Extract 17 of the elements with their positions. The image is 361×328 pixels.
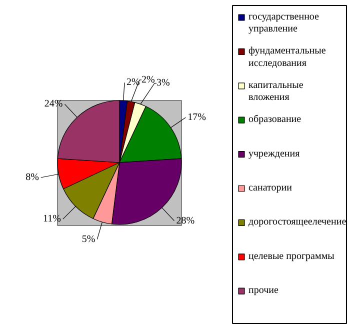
legend-label: прочие <box>248 285 279 296</box>
legend-label: дорогостоящеелечение <box>248 216 347 228</box>
data-label: 2% <box>142 74 155 86</box>
data-label: 28% <box>176 215 195 226</box>
data-label: 8% <box>26 172 39 183</box>
data-label: 24% <box>44 98 63 110</box>
data-label: 3% <box>156 78 170 89</box>
legend-label: капитальные вложения <box>248 80 304 103</box>
data-label: 11% <box>42 214 61 225</box>
legend-label: образование <box>248 114 302 126</box>
legend-label: целевые программы <box>248 250 335 262</box>
legend-label: государственное управление <box>248 12 320 35</box>
legend-label: учреждения <box>248 148 300 160</box>
data-label: 5% <box>82 234 96 245</box>
legend-label: фундаментальные исследования <box>248 46 326 69</box>
data-label: 17% <box>188 112 206 124</box>
legend-label: санатории <box>248 182 293 194</box>
